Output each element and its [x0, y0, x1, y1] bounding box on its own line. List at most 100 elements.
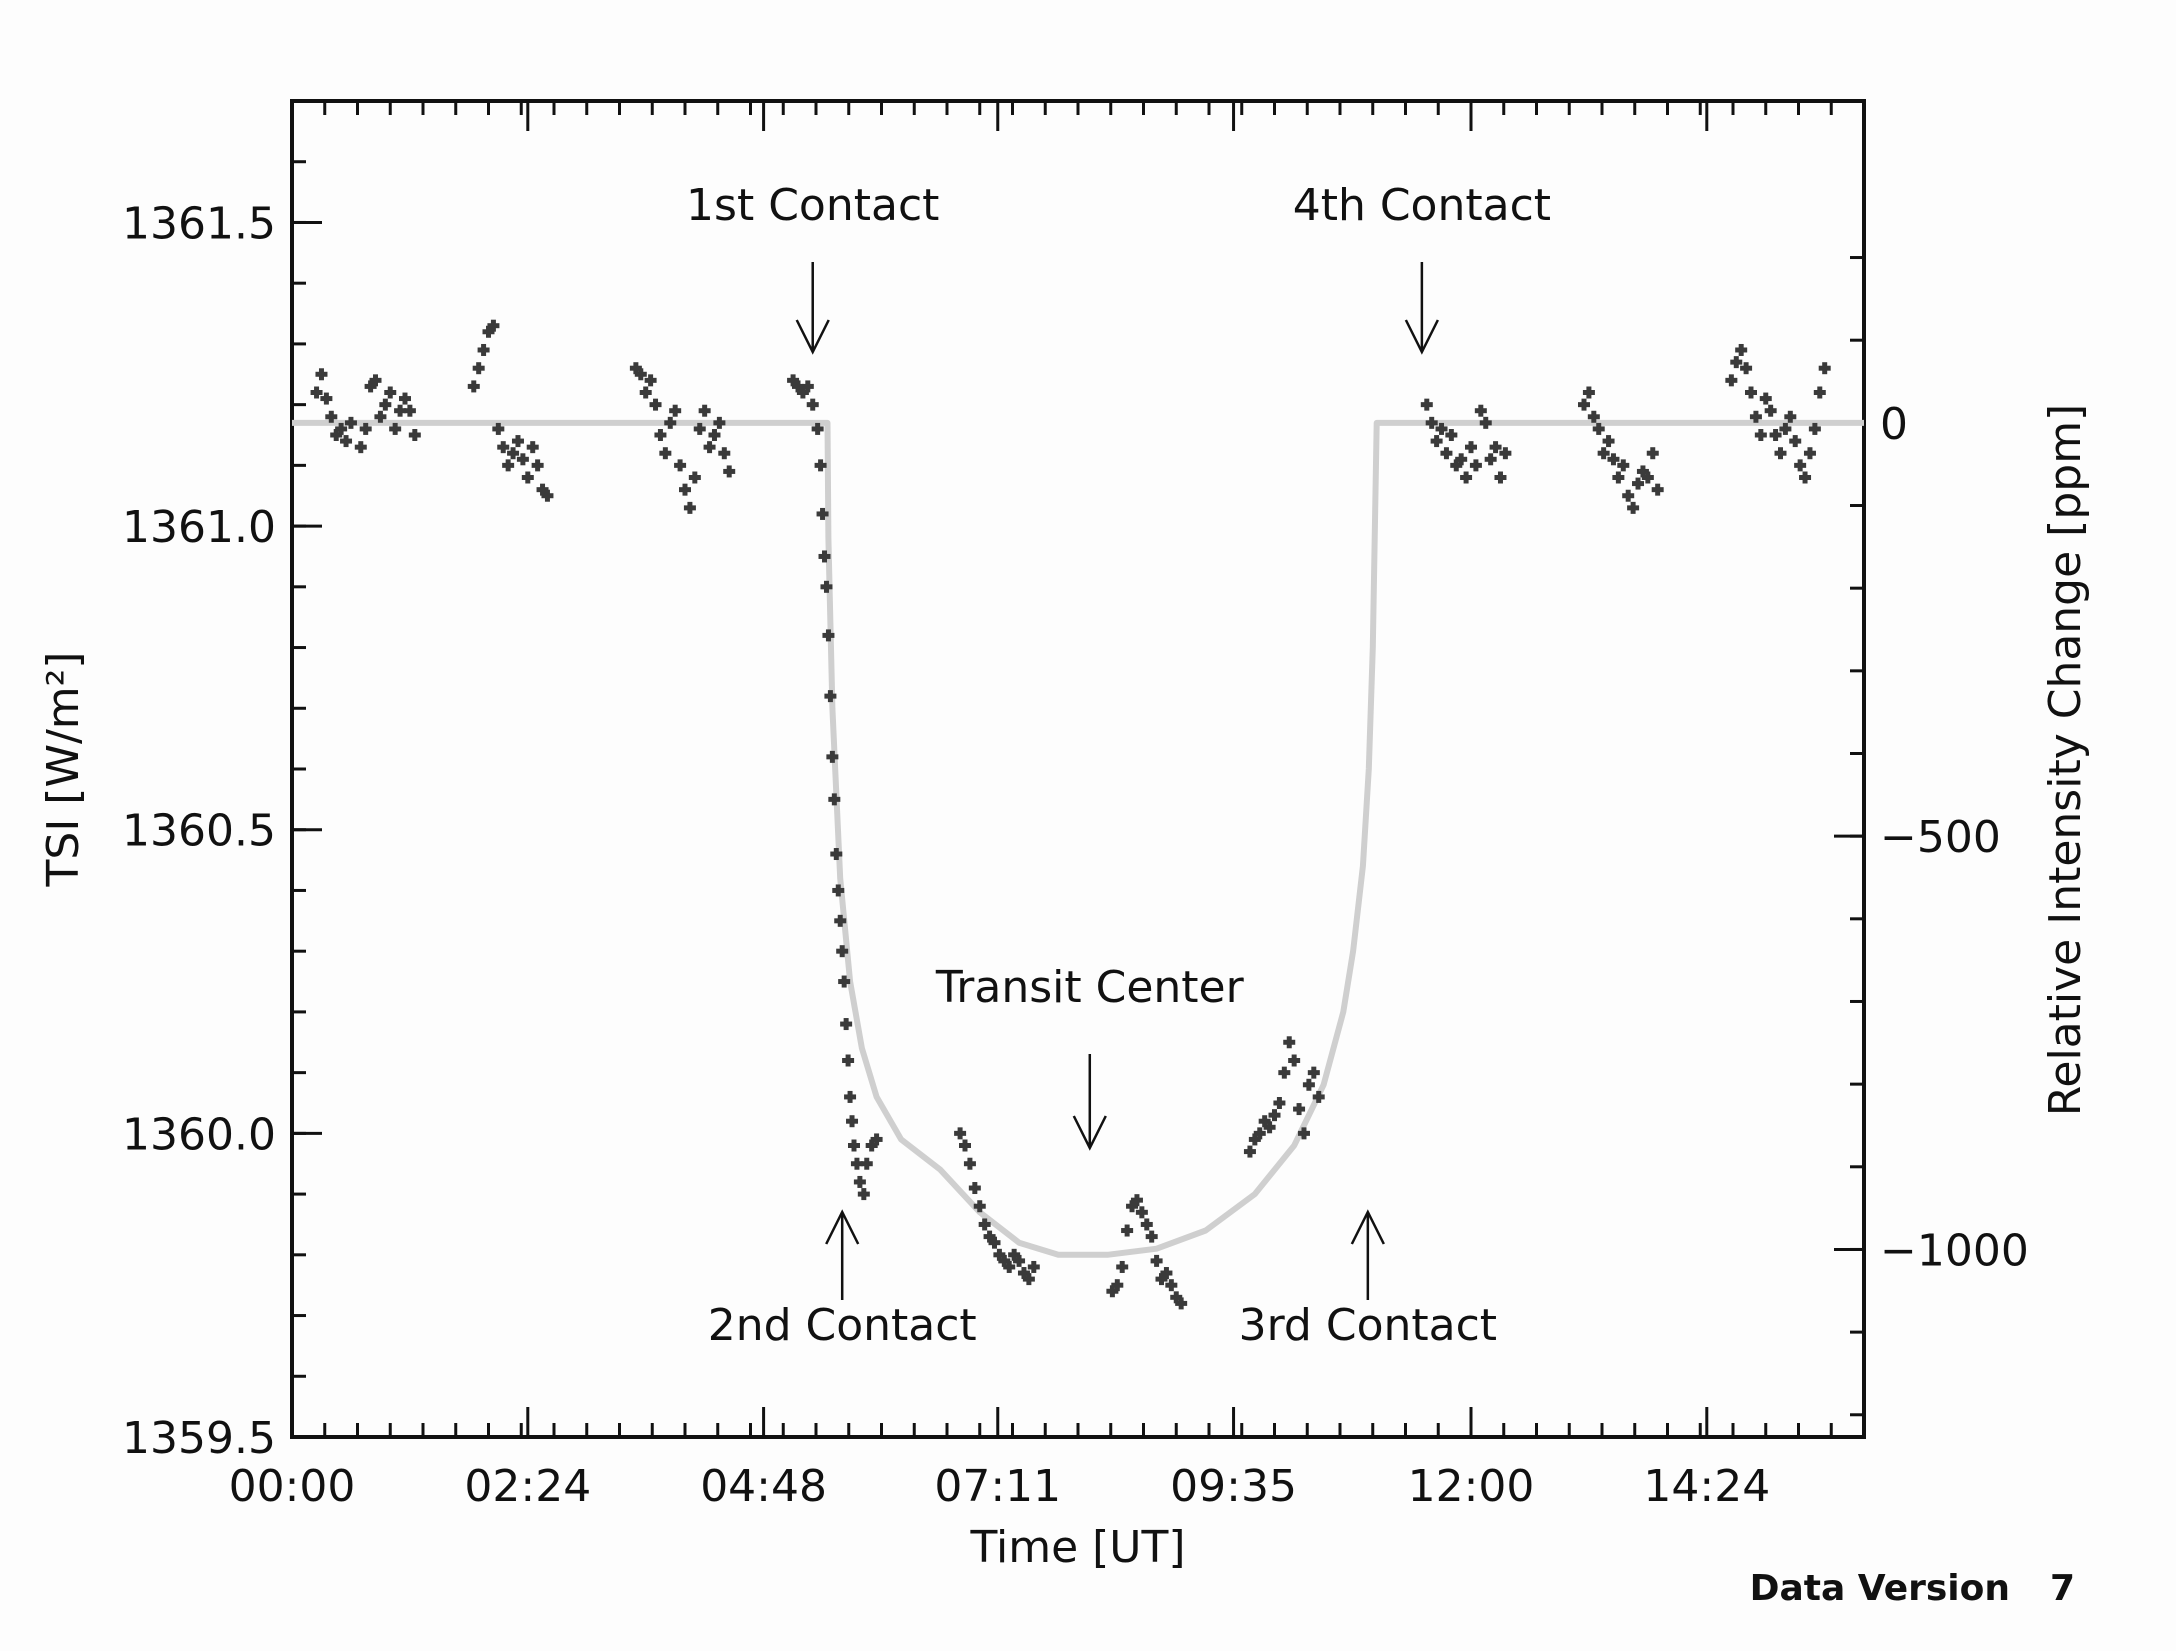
data-point [472, 362, 485, 375]
data-point [1622, 489, 1635, 502]
data-point [718, 447, 731, 460]
data-point [683, 501, 696, 514]
data-point [335, 422, 348, 435]
annotation-arrow-head [1350, 1209, 1385, 1245]
data-point [1764, 404, 1777, 417]
data-point [846, 1115, 859, 1128]
data-point [1607, 453, 1620, 466]
data-point [1632, 477, 1645, 490]
data-point [492, 422, 505, 435]
data-point [1597, 447, 1610, 460]
data-point [860, 1157, 873, 1170]
data-point [828, 793, 841, 806]
data-point [659, 447, 672, 460]
data-point [359, 422, 372, 435]
x-tick-label: 14:24 [1643, 1461, 1770, 1512]
footer-value: 7 [2050, 1568, 2075, 1609]
data-point [654, 429, 667, 441]
data-point [1799, 471, 1812, 484]
y-tick-label: 1361.0 [122, 502, 276, 553]
annotation-label: 2nd Contact [708, 1300, 977, 1351]
data-point [1745, 386, 1758, 399]
data-point [1740, 362, 1753, 375]
data-point [679, 483, 691, 496]
data-point [1587, 410, 1600, 423]
data-point [978, 1218, 991, 1231]
y2-axis-title: Relative Intensity Change [ppm] [2040, 404, 2091, 1116]
data-point [384, 386, 397, 399]
data-point [1474, 404, 1487, 417]
data-point [1027, 1260, 1040, 1273]
data-point [1592, 422, 1605, 435]
data-point [1484, 453, 1497, 466]
data-point [818, 550, 831, 563]
data-point [822, 629, 835, 642]
data-point [1784, 410, 1797, 423]
data-point [1774, 447, 1787, 460]
data-point [502, 459, 515, 472]
data-point [1489, 441, 1502, 454]
data-point [1646, 447, 1659, 460]
data-point [1268, 1109, 1281, 1122]
data-point [830, 848, 843, 861]
data-point [1617, 459, 1630, 472]
data-point [467, 380, 480, 393]
data-point [1813, 386, 1826, 399]
data-point [857, 1188, 870, 1201]
data-point [634, 368, 647, 381]
data-point [1307, 1066, 1320, 1079]
data-point [847, 1139, 860, 1152]
data-point [1730, 356, 1743, 369]
data-point [674, 459, 687, 472]
data-point [1794, 459, 1807, 472]
annotation-label: 1st Contact [686, 180, 939, 231]
data-point [801, 380, 814, 393]
data-point [1243, 1145, 1256, 1158]
y-tick-label: 1360.5 [122, 806, 276, 857]
data-point [973, 1200, 986, 1213]
annotation-arrow-head [1072, 1115, 1107, 1151]
data-point [315, 368, 328, 381]
annotations-layer: 1st Contact 4th Contact Transit Center 2nd … [686, 180, 1551, 1351]
data-point [344, 416, 357, 429]
data-point [1455, 453, 1468, 466]
data-point [541, 489, 554, 502]
data-point [826, 750, 839, 763]
data-point [374, 410, 387, 423]
data-point [1175, 1297, 1188, 1310]
data-point [1297, 1127, 1310, 1140]
data-point [963, 1157, 976, 1170]
data-point [708, 429, 721, 441]
annotation-label: 3rd Contact [1239, 1300, 1497, 1351]
data-point [1425, 416, 1438, 429]
plot-frame [290, 99, 1866, 1439]
data-point [959, 1139, 972, 1152]
annotation-label: Transit Center [935, 962, 1245, 1013]
data-point [1150, 1254, 1163, 1267]
data-point [723, 465, 736, 478]
data-point [1013, 1254, 1026, 1267]
data-point [1469, 459, 1482, 472]
data-point [811, 422, 824, 435]
data-point [853, 1175, 866, 1188]
x-tick-label: 04:48 [700, 1461, 827, 1512]
data-point [487, 319, 500, 332]
y-axis-title: TSI [W/m²] [38, 652, 89, 888]
data-point [1627, 501, 1640, 514]
data-point [1808, 422, 1821, 435]
data-point [1116, 1260, 1129, 1273]
y2-tick-label: −500 [1880, 812, 2001, 863]
data-point [531, 459, 544, 472]
data-point [1602, 435, 1615, 448]
model-transit-curve [292, 419, 1864, 1258]
data-point [1130, 1194, 1143, 1207]
data-point [516, 453, 529, 466]
data-point [1312, 1090, 1325, 1103]
y-tick-label: 1360.0 [122, 1109, 276, 1160]
data-point [703, 441, 716, 454]
annotation-arrow-head [825, 1209, 860, 1245]
data-point [1273, 1097, 1286, 1109]
data-point [1651, 483, 1664, 496]
data-point [1754, 429, 1767, 441]
